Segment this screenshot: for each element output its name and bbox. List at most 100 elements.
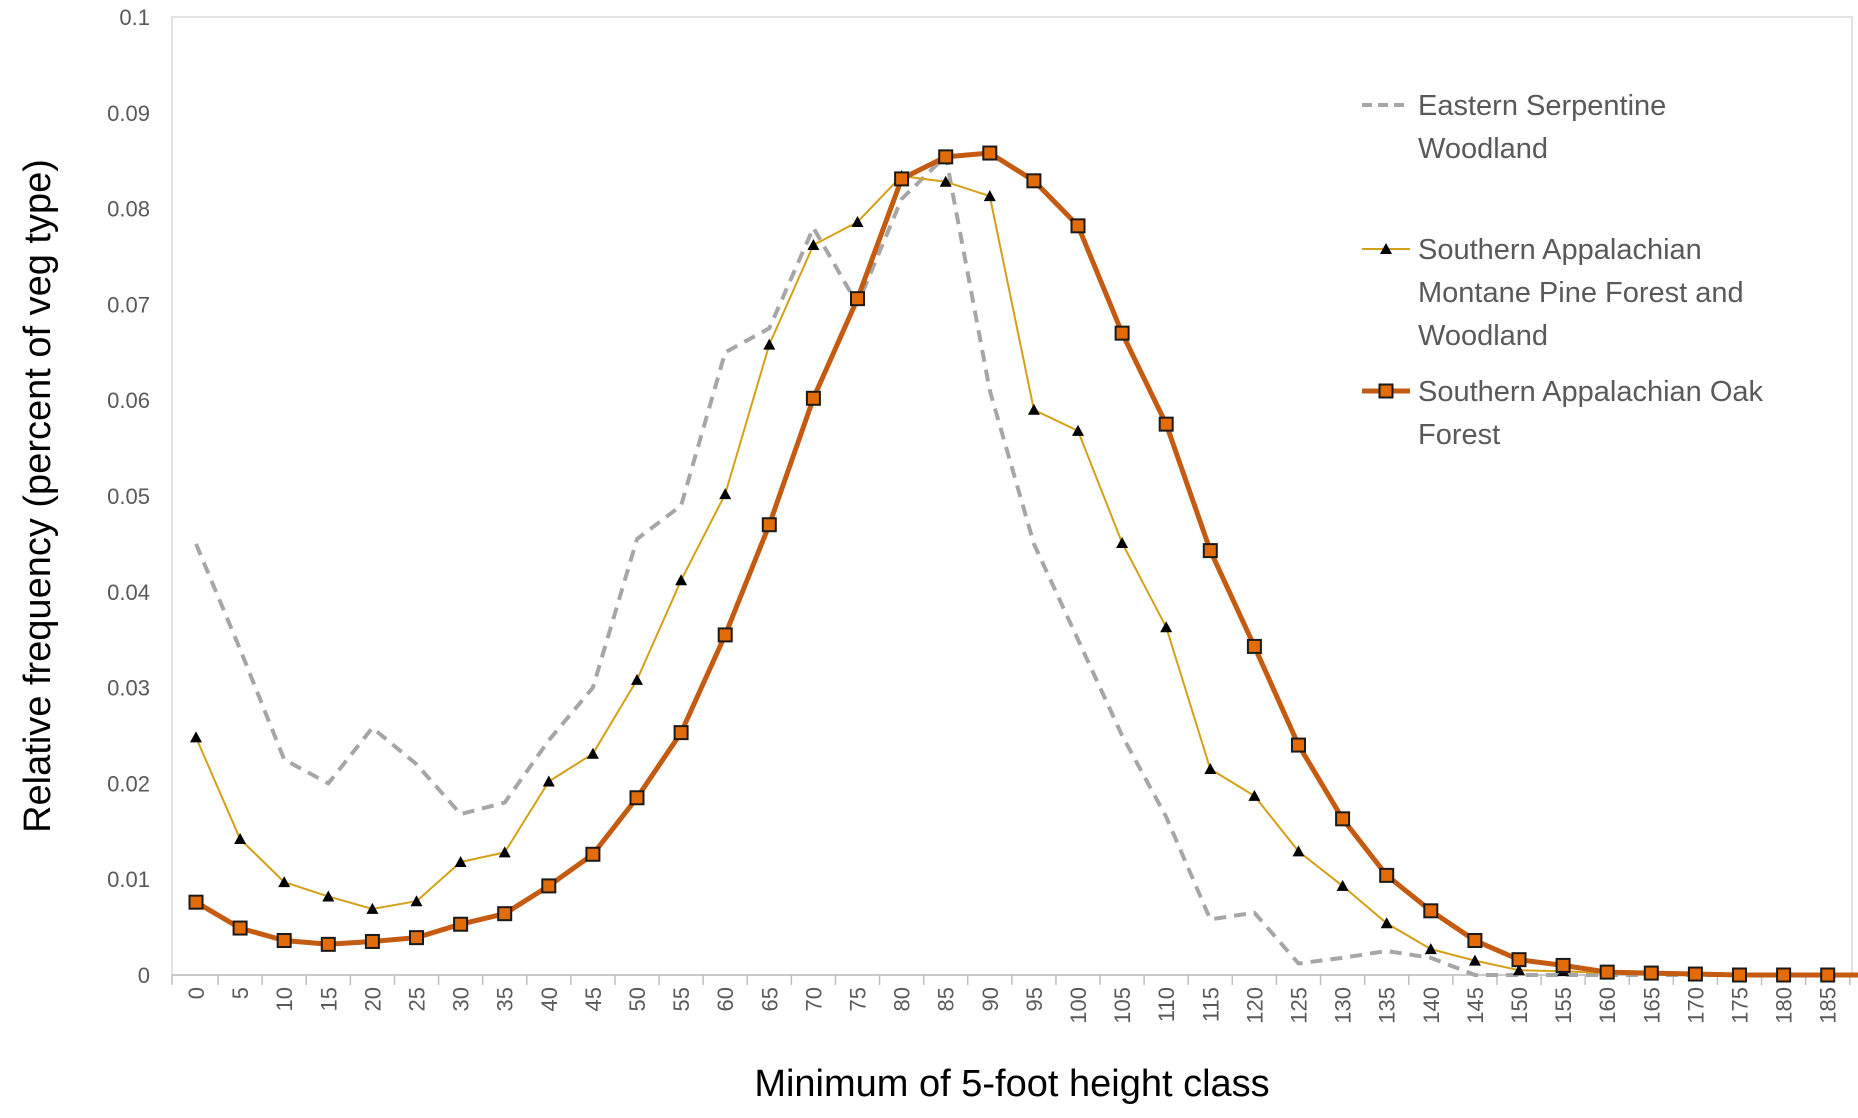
data-point [1513, 953, 1526, 966]
data-point [1028, 404, 1040, 415]
data-point [587, 748, 599, 759]
data-point [1072, 219, 1085, 232]
y-tick-label: 0.01 [107, 867, 150, 892]
series-3 [190, 147, 1858, 982]
y-axis-tick-labels: 00.010.020.030.040.050.060.070.080.090.1 [107, 5, 150, 988]
data-point [499, 846, 511, 857]
data-point [1072, 425, 1084, 436]
legend-label: Montane Pine Forest and [1418, 277, 1744, 309]
x-tick-label: 100 [1066, 987, 1091, 1024]
x-tick-label: 0 [184, 987, 209, 999]
data-point [763, 339, 775, 350]
x-tick-label: 185 [1816, 987, 1841, 1024]
data-point [1424, 904, 1437, 917]
y-tick-label: 0.1 [119, 5, 150, 30]
legend-label: Eastern Serpentine [1418, 90, 1666, 122]
x-tick-label: 165 [1639, 987, 1664, 1024]
data-point [454, 918, 467, 931]
data-point [1292, 739, 1305, 752]
data-point [1468, 934, 1481, 947]
data-point [851, 292, 864, 305]
y-tick-label: 0 [138, 963, 150, 988]
x-tick-label: 125 [1287, 987, 1312, 1024]
y-tick-label: 0.02 [107, 771, 150, 796]
x-tick-label: 40 [537, 987, 562, 1011]
x-tick-label: 155 [1551, 987, 1576, 1024]
legend-label: Forest [1418, 419, 1500, 451]
data-point [586, 848, 599, 861]
y-axis-title: Relative frequency (percent of veg type) [17, 159, 59, 833]
data-point [763, 518, 776, 531]
data-point [807, 392, 820, 405]
data-point [410, 931, 423, 944]
y-tick-label: 0.04 [107, 580, 150, 605]
legend-item-2: Southern Appalachian Montane Pine Forest … [1362, 234, 1744, 352]
data-point [322, 938, 335, 951]
x-tick-label: 80 [890, 987, 915, 1011]
x-tick-label: 105 [1110, 987, 1135, 1024]
data-point [895, 172, 908, 185]
data-point [1116, 537, 1128, 548]
x-tick-label: 140 [1419, 987, 1444, 1024]
y-tick-label: 0.09 [107, 101, 150, 126]
data-point [234, 833, 246, 844]
data-point [1248, 790, 1260, 801]
x-tick-label: 130 [1331, 987, 1356, 1024]
legend-label: Woodland [1418, 133, 1548, 165]
data-point [366, 935, 379, 948]
x-tick-label: 120 [1242, 987, 1267, 1024]
x-tick-label: 95 [1022, 987, 1047, 1011]
data-point [1380, 869, 1393, 882]
data-point [1027, 174, 1040, 187]
data-point [190, 896, 203, 909]
data-point [983, 147, 996, 160]
data-point [1116, 327, 1129, 340]
data-point [278, 934, 291, 947]
x-tick-label: 45 [581, 987, 606, 1011]
x-tick-label: 5 [228, 987, 253, 999]
data-point [234, 922, 247, 935]
data-point [1821, 969, 1834, 982]
data-point [675, 574, 687, 585]
x-tick-label: 135 [1375, 987, 1400, 1024]
data-point [1204, 544, 1217, 557]
data-point [543, 775, 555, 786]
y-tick-label: 0.08 [107, 197, 150, 222]
x-tick-label: 25 [405, 987, 430, 1011]
x-tick-label: 15 [316, 987, 341, 1011]
data-point [1645, 967, 1658, 980]
plot-area-border [172, 17, 1852, 975]
data-point [631, 674, 643, 685]
data-point [1557, 959, 1570, 972]
y-tick-label: 0.05 [107, 484, 150, 509]
x-tick-label: 115 [1198, 987, 1223, 1022]
legend-swatch-marker [1380, 385, 1393, 398]
x-tick-label: 70 [801, 987, 826, 1011]
data-point [190, 731, 202, 742]
data-point [1160, 621, 1172, 632]
y-tick-label: 0.03 [107, 676, 150, 701]
data-point [1689, 968, 1702, 981]
x-tick-label: 30 [449, 987, 474, 1011]
data-point [542, 879, 555, 892]
x-tick-label: 75 [846, 987, 871, 1011]
data-point [1777, 969, 1790, 982]
data-point [631, 791, 644, 804]
data-point [1425, 943, 1437, 954]
x-tick-label: 90 [978, 987, 1003, 1011]
data-point [719, 628, 732, 641]
x-tick-label: 55 [669, 987, 694, 1011]
legend-label: Southern Appalachian [1418, 234, 1702, 266]
x-tick-label: 10 [272, 987, 297, 1011]
data-point [939, 150, 952, 163]
x-tick-label: 145 [1463, 987, 1488, 1024]
series-layer [190, 147, 1858, 982]
x-tick-label: 65 [757, 987, 782, 1011]
data-point [1248, 640, 1261, 653]
x-axis-title: Minimum of 5-foot height class [754, 1063, 1269, 1105]
legend-label: Woodland [1418, 320, 1548, 352]
